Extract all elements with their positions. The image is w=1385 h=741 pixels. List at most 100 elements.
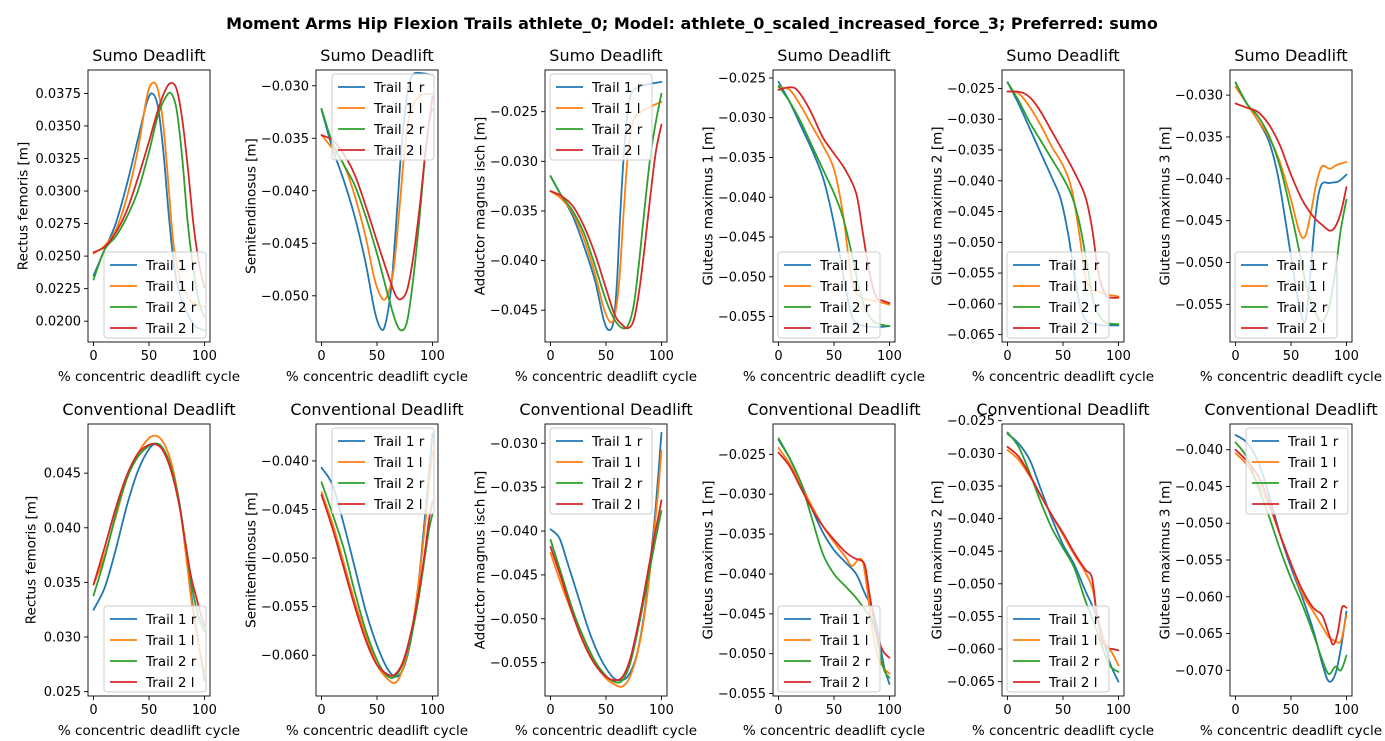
subplot-sumo-3: 0 50 100 −0.045 −0.040 −0.035 −0.030 −0.025 Sumo…	[472, 46, 697, 385]
x-tick-label: 100	[1334, 349, 1359, 364]
y-axis-label: Gluteus maximus 3 [m]	[1157, 480, 1173, 639]
series-line-trail-2-r	[549, 509, 663, 684]
x-axis-label: % concentric deadlift cycle	[1200, 369, 1382, 385]
x-axis-label: % concentric deadlift cycle	[972, 723, 1154, 739]
y-tick-label: 0.025	[44, 685, 81, 700]
y-tick-label: −0.025	[947, 82, 995, 97]
y-tick-label: −0.050	[261, 289, 309, 304]
y-tick-label: −0.050	[1175, 256, 1223, 271]
legend-label: Trail 1 l	[591, 101, 641, 117]
x-tick-label: 100	[192, 703, 217, 718]
y-axis-label: Semitendinosus [m]	[243, 138, 259, 274]
legend-label: Trail 1 l	[373, 455, 423, 471]
x-tick-label: 50	[1283, 349, 1300, 364]
legend: Trail 1 r Trail 1 l Trail 2 r Trail 2 l	[103, 605, 207, 693]
y-tick-label: −0.040	[1175, 172, 1223, 187]
x-tick-label: 0	[1231, 703, 1239, 718]
y-tick-label: 0.030	[44, 631, 81, 646]
legend: Trail 1 r Trail 1 l Trail 2 r Trail 2 l	[103, 251, 207, 339]
y-tick-label: −0.065	[947, 328, 995, 343]
x-tick-label: 50	[598, 703, 615, 718]
x-tick-label: 0	[1003, 349, 1011, 364]
legend: Trail 1 r Trail 1 l Trail 2 r Trail 2 l	[549, 427, 653, 515]
series-line-trail-2-l	[549, 123, 663, 330]
x-tick-label: 50	[141, 349, 158, 364]
series-line-trail-2-l	[320, 494, 434, 677]
legend-box	[331, 427, 435, 515]
x-axis-label: % concentric deadlift cycle	[1200, 723, 1382, 739]
x-tick-label: 0	[546, 703, 554, 718]
legend-label: Trail 1 l	[373, 101, 423, 117]
y-tick-label: −0.040	[490, 525, 538, 540]
legend-box	[1006, 605, 1110, 693]
subplot-conventional-2: 0 50 100 −0.060 −0.055 −0.050 −0.045 −0.040 Conv…	[243, 400, 468, 739]
y-tick-label: −0.040	[947, 174, 995, 189]
y-tick-label: −0.040	[261, 184, 309, 199]
y-tick-label: −0.025	[490, 105, 538, 120]
y-tick-label: −0.045	[947, 205, 995, 220]
legend-label: Trail 2 l	[373, 143, 423, 159]
y-tick-label: −0.040	[261, 454, 309, 469]
subplot-conventional-5: 0 50 100 −0.065 −0.060 −0.055 −0.050 −0.045 −0.0…	[929, 400, 1154, 739]
legend-label: Trail 1 r	[591, 80, 643, 96]
legend-label: Trail 1 r	[1287, 434, 1339, 450]
y-axis-label: Rectus femoris [m]	[24, 496, 40, 624]
legend-box	[777, 605, 881, 693]
y-tick-label: −0.040	[947, 512, 995, 527]
legend-box	[1234, 251, 1338, 339]
legend-label: Trail 2 l	[373, 497, 423, 513]
y-tick-label: 0.0275	[36, 217, 82, 232]
subplot-conventional-3: 0 50 100 −0.055 −0.050 −0.045 −0.040 −0.035 −0.0…	[472, 400, 697, 739]
y-tick-label: −0.050	[718, 647, 766, 662]
subplot-title: Conventional Deadlift	[290, 400, 463, 419]
legend-label: Trail 2 l	[1048, 675, 1098, 691]
legend-label: Trail 2 l	[591, 143, 641, 159]
y-tick-label: −0.030	[947, 447, 995, 462]
legend-label: Trail 2 r	[373, 476, 425, 492]
y-axis-label: Gluteus maximus 1 [m]	[700, 480, 716, 639]
legend-label: Trail 2 l	[819, 321, 869, 337]
legend-label: Trail 1 r	[145, 612, 197, 628]
y-tick-label: 0.045	[44, 467, 81, 482]
x-tick-label: 0	[89, 703, 97, 718]
subplot-title: Sumo Deadlift	[549, 46, 662, 65]
legend-label: Trail 1 l	[145, 633, 195, 649]
x-axis-label: % concentric deadlift cycle	[286, 369, 468, 385]
x-tick-label: 50	[598, 349, 615, 364]
legend-label: Trail 1 r	[373, 434, 425, 450]
y-tick-label: −0.040	[490, 254, 538, 269]
y-tick-label: −0.055	[490, 656, 538, 671]
legend-label: Trail 2 r	[819, 654, 871, 670]
legend-box	[549, 73, 653, 161]
y-tick-label: −0.030	[947, 113, 995, 128]
x-tick-label: 0	[317, 349, 325, 364]
x-axis-label: % concentric deadlift cycle	[58, 369, 240, 385]
subplot-sumo-5: 0 50 100 −0.065 −0.060 −0.055 −0.050 −0.045 −0.0…	[929, 46, 1154, 385]
series-line-trail-1-l	[320, 450, 434, 684]
subplot-sumo-6: 0 50 100 −0.055 −0.050 −0.045 −0.040 −0.035 −0.0…	[1157, 46, 1382, 385]
y-tick-label: −0.060	[1175, 590, 1223, 605]
x-axis-label: % concentric deadlift cycle	[515, 369, 697, 385]
y-tick-label: −0.025	[718, 71, 766, 86]
legend: Trail 1 r Trail 1 l Trail 2 r Trail 2 l	[777, 605, 881, 693]
y-tick-label: −0.035	[490, 204, 538, 219]
y-tick-label: 0.0350	[36, 119, 82, 134]
series-group	[549, 431, 663, 688]
y-axis-label: Gluteus maximus 2 [m]	[929, 126, 945, 285]
x-tick-label: 50	[1055, 349, 1072, 364]
y-tick-label: −0.035	[947, 479, 995, 494]
legend-label: Trail 2 l	[1276, 321, 1326, 337]
y-tick-label: −0.045	[947, 545, 995, 560]
subplot-title: Sumo Deadlift	[1006, 46, 1119, 65]
subplot-sumo-1: 0 50 100 0.0200 0.0225 0.0250 0.0275 0.0300 0.03…	[15, 46, 240, 385]
x-tick-label: 100	[1106, 349, 1131, 364]
series-line-trail-2-l	[1234, 102, 1348, 232]
figure-title: Moment Arms Hip Flexion Trails athlete_0…	[226, 14, 1158, 33]
y-tick-label: 0.0250	[36, 250, 82, 265]
y-tick-label: −0.045	[261, 237, 309, 252]
y-tick-label: 0.0300	[36, 185, 82, 200]
legend: Trail 1 r Trail 1 l Trail 2 r Trail 2 l	[1006, 605, 1110, 693]
y-tick-label: 0.0325	[36, 152, 82, 167]
legend-label: Trail 1 l	[819, 633, 869, 649]
y-tick-label: −0.070	[1175, 664, 1223, 679]
